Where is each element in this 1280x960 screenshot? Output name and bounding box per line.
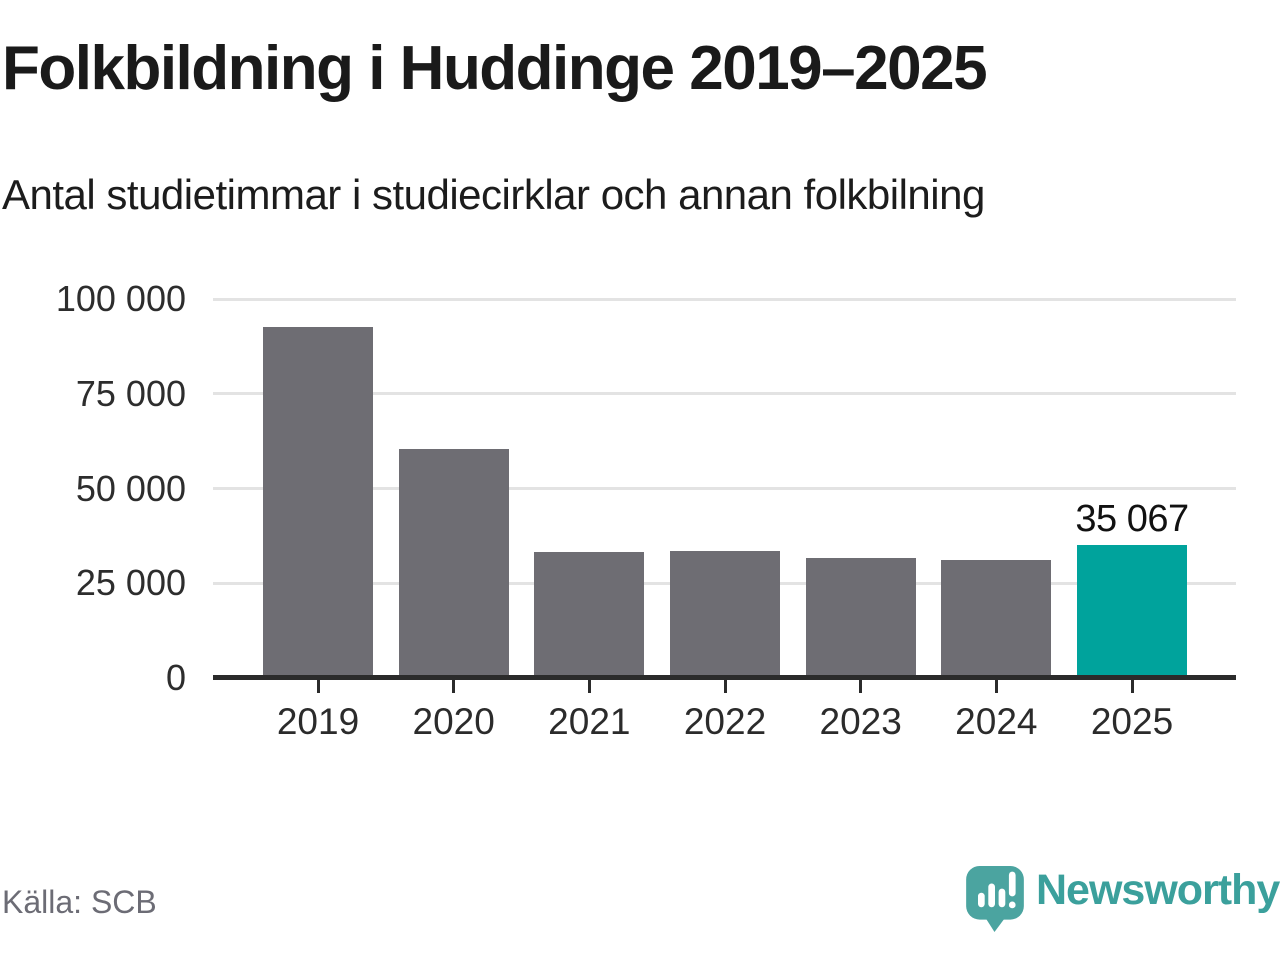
x-axis-tick — [859, 680, 863, 693]
newsworthy-wordmark: Newsworthy — [1036, 866, 1280, 914]
newsworthy-logo: Newsworthy — [966, 864, 1280, 936]
page-title: Folkbildning i Huddinge 2019–2025 — [2, 34, 988, 103]
gridline — [213, 297, 1236, 301]
x-axis-tick — [994, 680, 998, 693]
x-axis-tick — [587, 680, 591, 693]
page-subtitle: Antal studietimmar i studiecirklar och a… — [2, 171, 985, 218]
x-axis-tick-label: 2021 — [548, 701, 631, 742]
x-axis-tick-label: 2019 — [276, 701, 360, 742]
y-axis-tick-label: 75 000 — [75, 372, 186, 414]
x-axis-tick — [723, 680, 727, 693]
bar-2023 — [805, 558, 916, 678]
y-axis-tick-label: 50 000 — [75, 467, 186, 509]
y-axis-tick-label: 0 — [165, 657, 186, 698]
bar-2022 — [670, 551, 780, 678]
x-axis-tick-label: 2023 — [819, 701, 902, 742]
x-axis-tick — [452, 680, 456, 693]
gridline — [213, 392, 1236, 396]
x-axis-line — [213, 675, 1236, 680]
bar-2021 — [534, 552, 645, 678]
bar-value-label: 35 067 — [1075, 498, 1189, 541]
bar-2019 — [263, 326, 373, 678]
x-axis-tick-label: 2022 — [683, 701, 767, 742]
bar-2025 — [1077, 545, 1187, 678]
gridline — [213, 487, 1236, 490]
x-axis-tick-label: 2020 — [412, 701, 495, 742]
x-axis-tick — [316, 680, 320, 693]
x-axis-tick-label: 2024 — [955, 701, 1038, 742]
newsworthy-speech-bubble-chart-icon — [966, 866, 1024, 932]
x-axis-tick — [1130, 680, 1134, 693]
y-axis-tick-label: 100 000 — [55, 278, 186, 319]
y-axis-tick-label: 25 000 — [75, 562, 186, 604]
bar-2024 — [941, 559, 1052, 678]
source-note: Källa: SCB — [2, 884, 157, 920]
bar-2020 — [398, 449, 509, 678]
x-axis-tick-label: 2025 — [1090, 701, 1174, 742]
